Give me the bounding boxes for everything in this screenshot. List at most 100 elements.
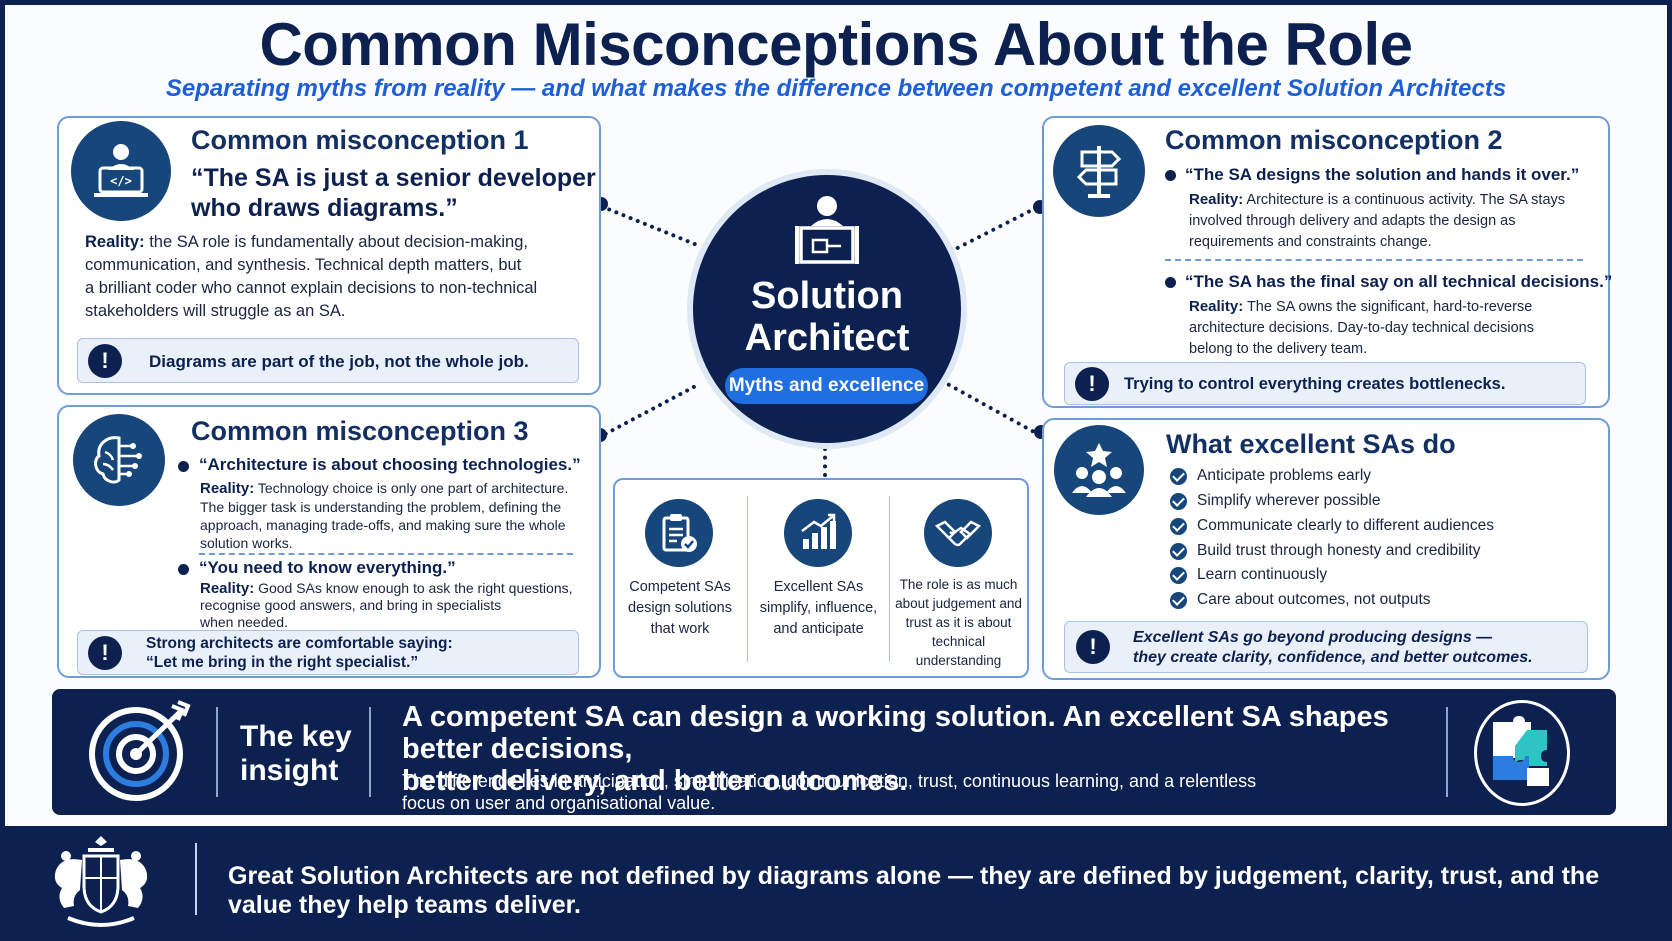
bullet-dot bbox=[1165, 277, 1176, 288]
sub-line: The difference lies in anticipation, sim… bbox=[402, 771, 1257, 791]
label-line: The key bbox=[240, 720, 352, 753]
headline-line: A competent SA can design a working solu… bbox=[402, 701, 1389, 765]
page-title: Common Misconceptions About the Role bbox=[259, 11, 1413, 78]
misconception-2-reality-1: Reality: Architecture is a continuous ac… bbox=[1189, 189, 1599, 253]
reality-line: solution works. bbox=[200, 535, 293, 551]
misconception-3-callout: ! Strong architects are comfortable sayi… bbox=[77, 630, 579, 675]
divider bbox=[369, 707, 371, 797]
exclamation-icon: ! bbox=[1076, 630, 1110, 664]
misconception-3-quote-2: “You need to know everything.” bbox=[199, 558, 456, 577]
headline-line: better delivery, and better outcomes. bbox=[402, 765, 908, 797]
reality-label: Reality: bbox=[1189, 298, 1244, 315]
growth-chart-icon bbox=[784, 499, 852, 567]
callout-text: Excellent SAs go beyond producing design… bbox=[1133, 628, 1533, 668]
key-insight-subtext: The difference lies in anticipation, sim… bbox=[402, 770, 1262, 814]
page-subtitle: Separating myths from reality — and what… bbox=[165, 75, 1507, 102]
divider bbox=[216, 707, 218, 797]
laptop-developer-icon: </> bbox=[71, 121, 171, 221]
comparison-competent: Competent SAs design solutions that work bbox=[615, 480, 747, 676]
clipboard-check-icon bbox=[645, 499, 713, 567]
comparison-line: trust as it is about bbox=[905, 615, 1012, 630]
exclamation-icon: ! bbox=[88, 636, 122, 670]
label-line: insight bbox=[240, 754, 339, 787]
excellent-item: Simplify wherever possible bbox=[1197, 492, 1381, 509]
footer-bar bbox=[0, 826, 1672, 941]
comparison-line: simplify, influence, bbox=[759, 600, 878, 616]
comparison-card: Competent SAs design solutions that work… bbox=[613, 478, 1029, 678]
reality-line: a brilliant coder who cannot explain dec… bbox=[85, 279, 538, 297]
check-icon bbox=[1170, 543, 1187, 560]
center-title: Solution Architect bbox=[693, 275, 961, 359]
excellent-item: Communicate clearly to different audienc… bbox=[1197, 517, 1494, 534]
svg-text:</>: </> bbox=[110, 174, 132, 188]
bullet-dot bbox=[178, 461, 189, 472]
callout-text: Strong architects are comfortable saying… bbox=[146, 634, 453, 672]
check-icon bbox=[1170, 567, 1187, 584]
misconception-1-reality: Reality: the SA role is fundamentally ab… bbox=[85, 231, 595, 323]
misconception-3-title: Common misconception 3 bbox=[191, 416, 529, 446]
comparison-line: The role is as much bbox=[899, 577, 1018, 592]
reality-line: involved through delivery and adapts the… bbox=[1189, 213, 1516, 229]
reality-line: The bigger task is understanding the pro… bbox=[200, 499, 562, 515]
comparison-line: that work bbox=[650, 621, 710, 637]
signpost-icon bbox=[1053, 125, 1145, 217]
excellent-item: Care about outcomes, not outputs bbox=[1197, 591, 1431, 608]
check-icon bbox=[1170, 468, 1187, 485]
excellent-item: Build trust through honesty and credibil… bbox=[1197, 542, 1481, 559]
misconception-1-title: Common misconception 1 bbox=[191, 125, 529, 155]
misconception-2-title: Common misconception 2 bbox=[1165, 125, 1503, 155]
callout-text: Trying to control everything creates bot… bbox=[1124, 375, 1506, 393]
architect-blueprint-icon bbox=[787, 192, 867, 272]
reality-line: Reality: the SA role is fundamentally ab… bbox=[85, 231, 595, 254]
reality-line: architecture decisions. Day-to-day techn… bbox=[1189, 320, 1534, 336]
comparison-line: about judgement and bbox=[895, 596, 1022, 611]
team-star-icon bbox=[1054, 425, 1144, 515]
reality-label: Reality: bbox=[85, 233, 145, 251]
reality-label: Reality: bbox=[200, 580, 255, 597]
quote-line: who draws diagrams.” bbox=[191, 194, 458, 222]
check-icon bbox=[1170, 518, 1187, 535]
divider bbox=[199, 553, 573, 555]
comparison-text: Competent SAs design solutions that work bbox=[615, 577, 745, 640]
excellent-item: Learn continuously bbox=[1197, 566, 1328, 583]
divider bbox=[195, 843, 197, 915]
bullet-dot bbox=[178, 564, 189, 575]
reality-line: communication, and synthesis. Technical … bbox=[85, 256, 522, 274]
connector-line bbox=[823, 447, 827, 477]
check-icon bbox=[1170, 592, 1187, 609]
puzzle-pieces-icon bbox=[1474, 700, 1570, 806]
bullet-dot bbox=[1165, 170, 1176, 181]
footer-statement: Great Solution Architects are not define… bbox=[228, 862, 1600, 919]
comparison-line: and anticipate bbox=[773, 621, 864, 637]
misconception-2-quote-1: “The SA designs the solution and hands i… bbox=[1185, 165, 1580, 184]
reality-line: when needed. bbox=[200, 614, 288, 630]
sub-line: focus on user and organisational value. bbox=[402, 793, 716, 813]
center-title-line: Solution bbox=[751, 275, 903, 317]
column-divider bbox=[889, 496, 890, 662]
callout-line: they create clarity, confidence, and bet… bbox=[1133, 649, 1533, 666]
reality-text: The SA owns the significant, hard-to-rev… bbox=[1243, 299, 1533, 315]
divider bbox=[1165, 259, 1583, 261]
center-title-line: Architect bbox=[744, 317, 910, 359]
reality-line: Reality: The SA owns the significant, ha… bbox=[1189, 296, 1599, 318]
misconception-3-reality-1: Reality: Technology choice is only one p… bbox=[200, 479, 580, 552]
comparison-text: Excellent SAs simplify, influence, and a… bbox=[748, 577, 889, 640]
misconception-2-quote-2: “The SA has the final say on all technic… bbox=[1185, 272, 1613, 291]
excellent-sas-callout: ! Excellent SAs go beyond producing desi… bbox=[1064, 621, 1588, 673]
quote-line: “The SA is just a senior developer bbox=[191, 164, 596, 192]
callout-line: “Let me bring in the right specialist.” bbox=[146, 654, 419, 671]
key-insight-label: The key insight bbox=[240, 720, 352, 788]
comparison-role: The role is as much about judgement and … bbox=[890, 480, 1027, 676]
comparison-line: technical understanding bbox=[915, 634, 1002, 668]
comparison-line: design solutions bbox=[628, 600, 732, 616]
reality-line: approach, managing trade-offs, and makin… bbox=[200, 517, 566, 533]
exclamation-icon: ! bbox=[88, 344, 122, 378]
misconception-3-reality-2: Reality: Good SAs know enough to ask the… bbox=[200, 580, 580, 631]
reality-label: Reality: bbox=[200, 480, 255, 497]
handshake-icon bbox=[924, 499, 992, 567]
misconception-2-callout: ! Trying to control everything creates b… bbox=[1064, 362, 1586, 405]
misconception-3-quote-1: “Architecture is about choosing technolo… bbox=[199, 455, 581, 474]
brain-circuit-icon bbox=[73, 414, 165, 506]
callout-line: Excellent SAs go beyond producing design… bbox=[1133, 629, 1493, 646]
